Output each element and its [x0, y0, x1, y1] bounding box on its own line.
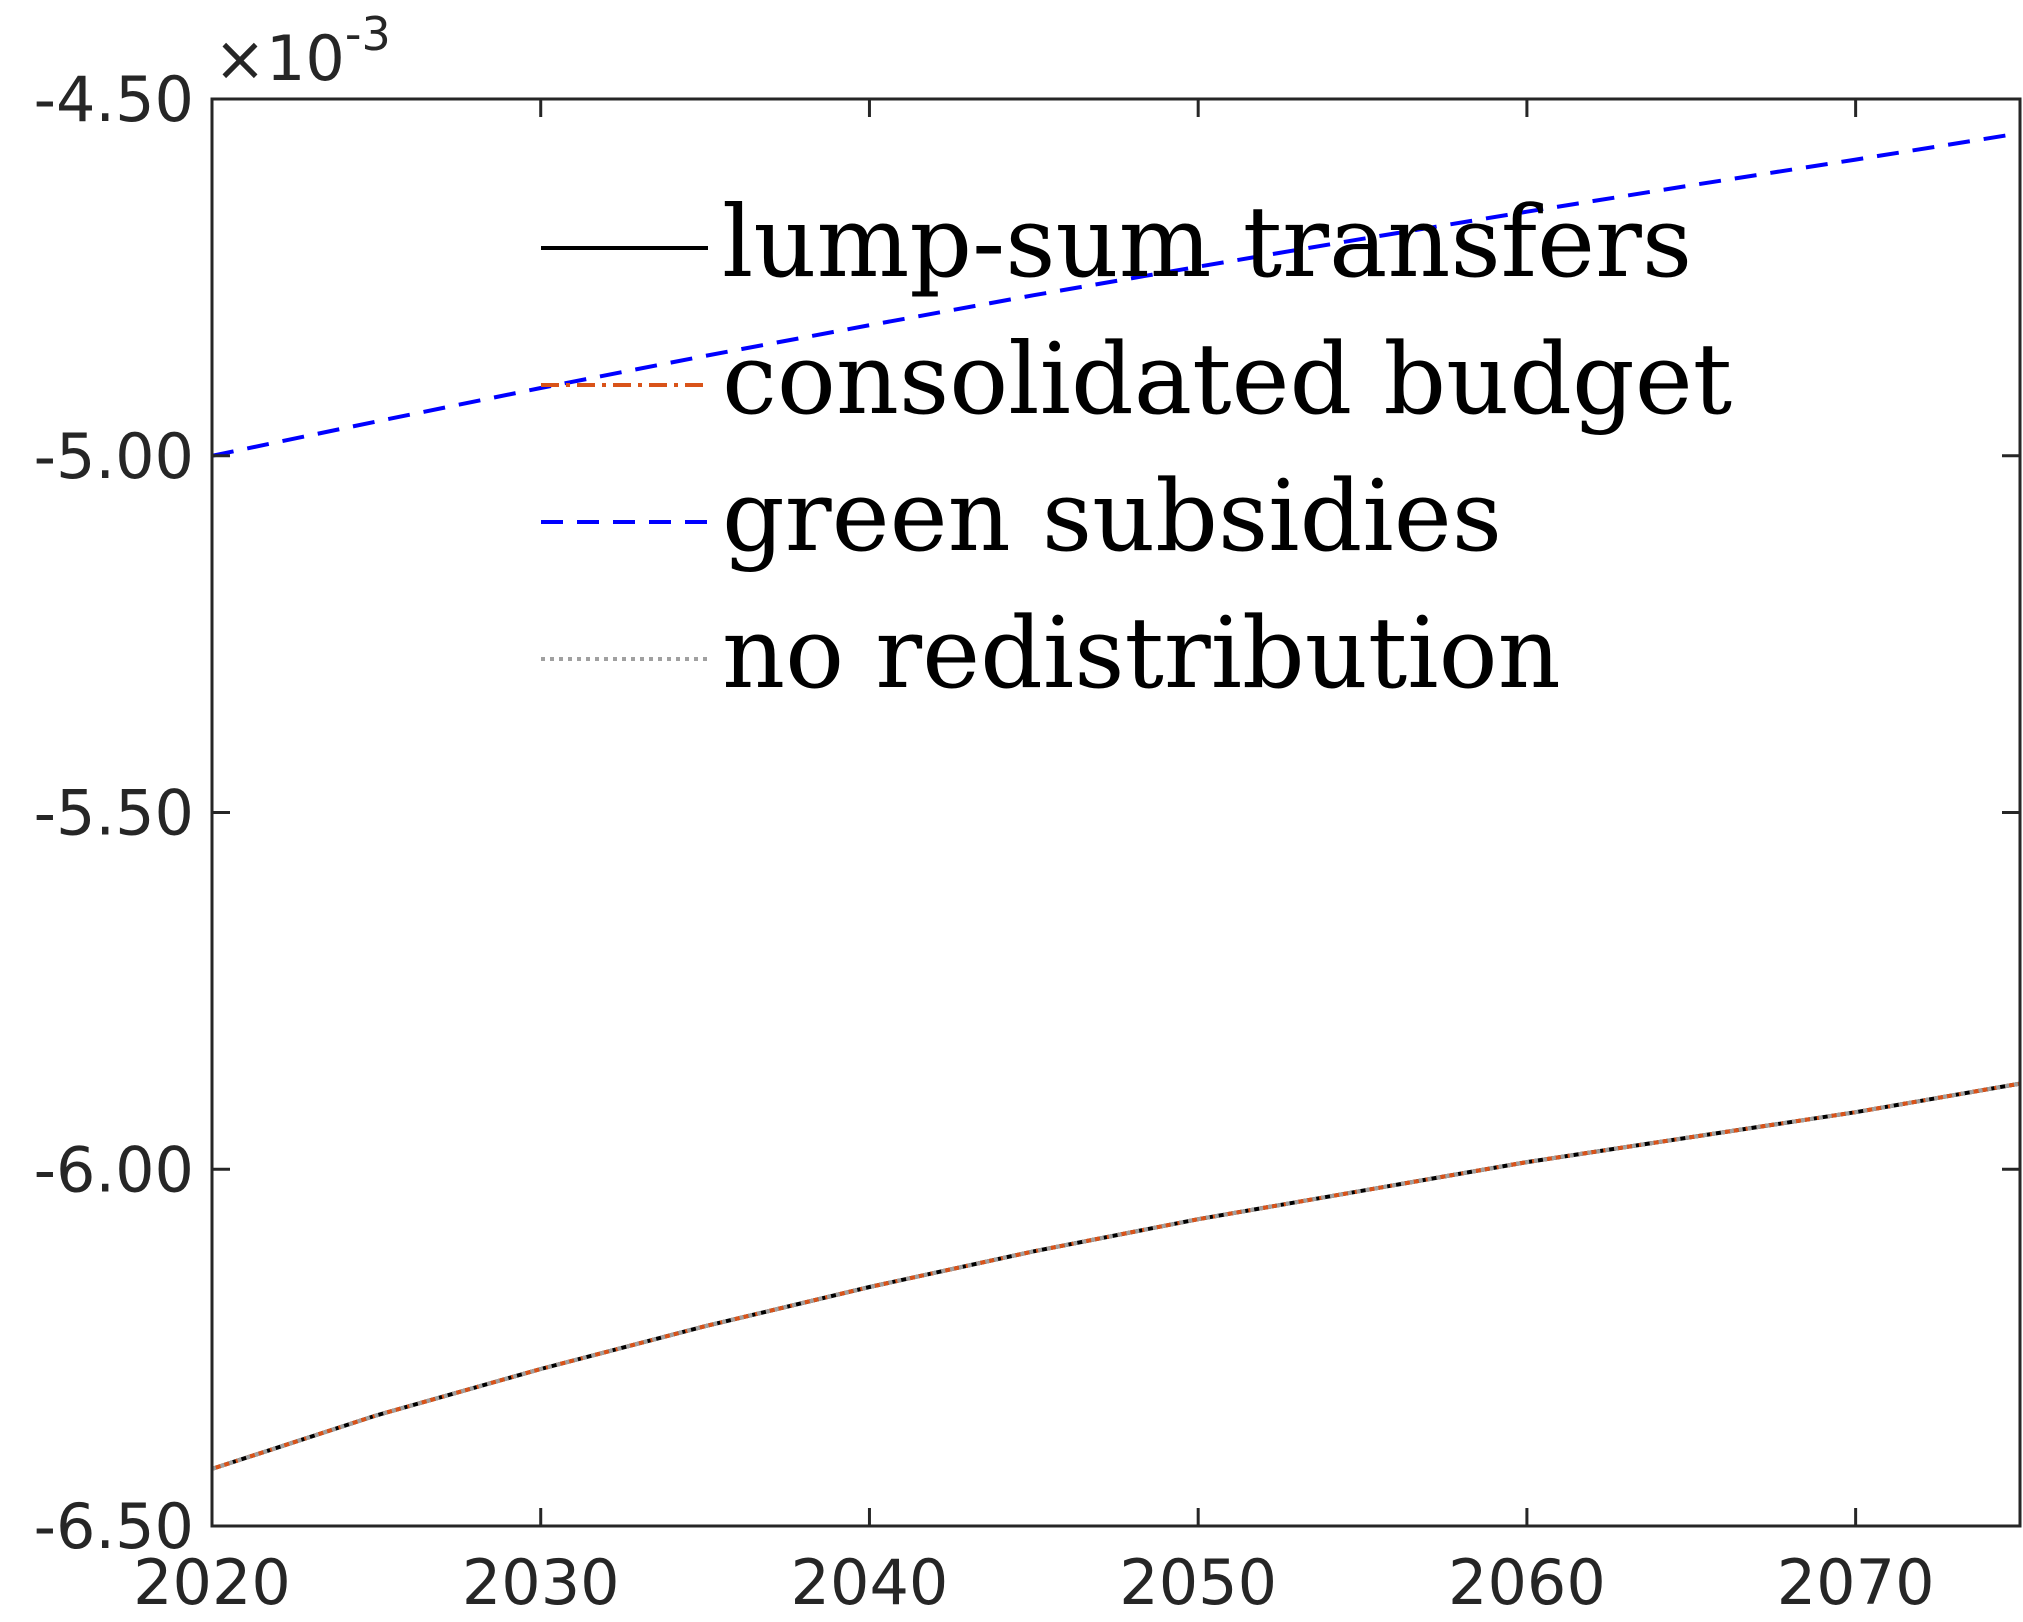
x-axis: 2020 2030 2040 2050 2060 2070 — [133, 99, 1935, 1619]
y-tick-label: -6.50 — [34, 1490, 194, 1563]
series-layer — [211, 131, 2021, 1471]
y-tick-label: -6.00 — [34, 1133, 194, 1206]
legend: lump-sum transfers consolidated budget gre… — [541, 186, 1732, 711]
y-tick-label: -4.50 — [34, 63, 194, 136]
series-line-consolidated-budget — [211, 1081, 2021, 1471]
x-tick-label: 2060 — [1448, 1546, 1606, 1619]
y-exponent-superscript: -3 — [345, 7, 391, 61]
x-tick-label: 2020 — [133, 1546, 291, 1619]
y-exponent-label: ×10-3 — [214, 7, 391, 95]
y-tick-label: -5.50 — [34, 777, 194, 850]
x-tick-label: 2050 — [1119, 1546, 1277, 1619]
x-tick-label: 2040 — [791, 1546, 949, 1619]
y-axis: -4.50 -5.00 -5.50 -6.00 -6.50 — [34, 63, 2020, 1563]
x-tick-label: 2070 — [1777, 1546, 1935, 1619]
legend-label-consolidated-budget: consolidated budget — [722, 323, 1732, 437]
x-tick-label: 2030 — [462, 1546, 620, 1619]
series-line-no-redistribution — [211, 1081, 2021, 1471]
legend-label-lump-sum-transfers: lump-sum transfers — [722, 186, 1692, 300]
plot-area-frame — [210, 97, 2022, 1528]
legend-label-no-redistribution: no redistribution — [722, 597, 1561, 711]
y-tick-label: -5.00 — [34, 420, 194, 493]
legend-label-green-subsidies: green subsidies — [722, 460, 1502, 574]
series-line-green-subsidies — [211, 131, 2021, 458]
series-line-lump-sum-transfers — [211, 1081, 2021, 1471]
